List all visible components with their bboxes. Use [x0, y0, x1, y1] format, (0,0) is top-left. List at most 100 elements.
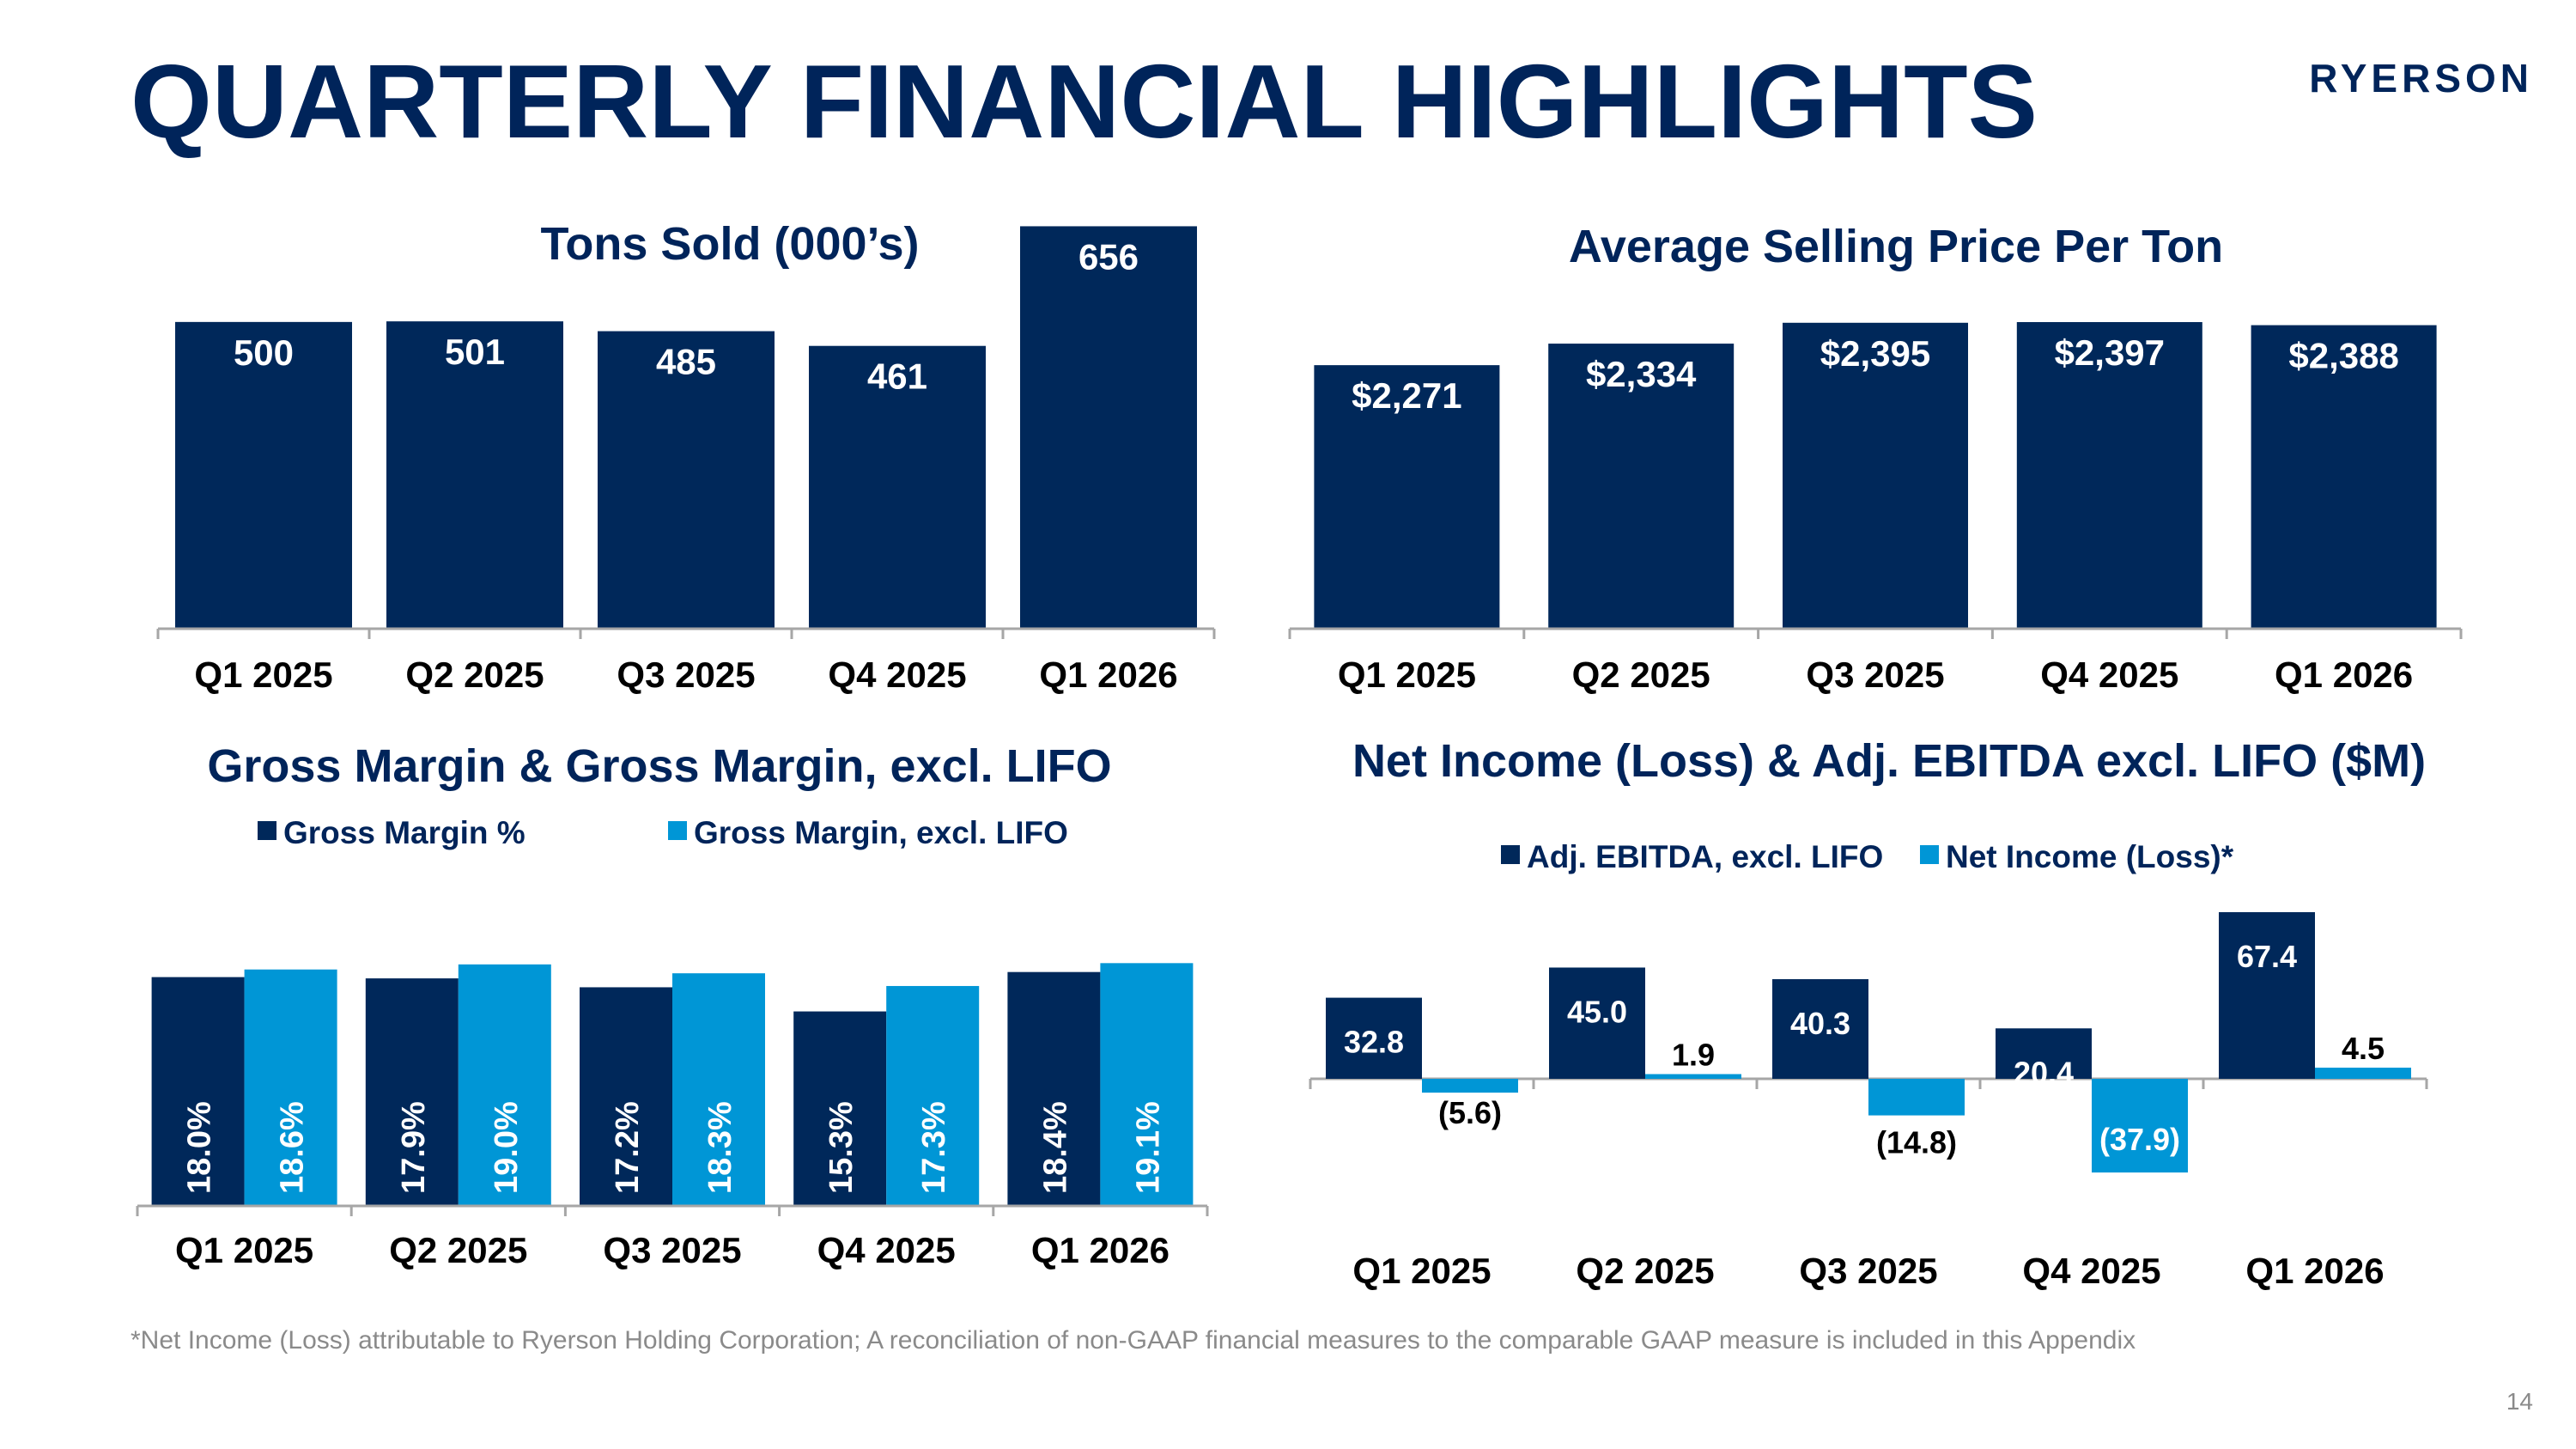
x-tick-label: Q2 2025 — [389, 1230, 527, 1270]
bar — [598, 331, 775, 629]
data-label: 485 — [656, 342, 716, 382]
bar — [1549, 967, 1645, 1079]
bar — [1772, 979, 1868, 1079]
bar — [1783, 322, 1968, 629]
bar — [175, 321, 352, 629]
bar — [580, 987, 672, 1206]
bar — [672, 973, 765, 1206]
data-label: $2,271 — [1352, 375, 1461, 416]
tons-sold-chart: Tons Sold (000’s) 500 501 485 461 656 Q1 2025 Q… — [156, 218, 1216, 695]
x-tick-label: Q3 2025 — [617, 654, 755, 695]
data-label: 18.4% — [1037, 1101, 1073, 1194]
x-tick-label: Q2 2025 — [1572, 654, 1710, 695]
x-tick-label: Q3 2025 — [1799, 1251, 1937, 1291]
legend-swatch — [668, 821, 687, 840]
data-label: 18.3% — [702, 1101, 738, 1194]
data-label: 18.0% — [182, 1101, 218, 1194]
x-tick-label: Q1 2026 — [2275, 654, 2413, 695]
data-label: 19.1% — [1130, 1101, 1166, 1194]
bar — [809, 345, 986, 629]
legend-swatch — [258, 821, 276, 840]
legend-label: Adj. EBITDA, excl. LIFO — [1527, 839, 1883, 874]
bar — [365, 978, 459, 1206]
bar — [1548, 344, 1735, 629]
data-label: 1.9 — [1672, 1038, 1715, 1073]
bar — [1326, 997, 1422, 1079]
bar — [1996, 1028, 2092, 1079]
chart-title: Gross Margin & Gross Margin, excl. LIFO — [207, 740, 1111, 792]
data-label: (37.9) — [2099, 1122, 2180, 1157]
x-tick-label: Q4 2025 — [2022, 1251, 2160, 1291]
data-label: 15.3% — [823, 1101, 860, 1194]
bar — [2016, 321, 2202, 629]
x-tick-label: Q4 2025 — [828, 654, 966, 695]
bar — [1868, 1079, 1965, 1116]
data-label: 4.5 — [2342, 1031, 2385, 1066]
legend-swatch — [1501, 845, 1520, 864]
data-label: 17.3% — [916, 1101, 952, 1194]
bar — [458, 964, 551, 1206]
data-label: 17.9% — [396, 1101, 432, 1194]
bar — [151, 977, 245, 1206]
data-label: 501 — [445, 332, 505, 372]
legend-label: Gross Margin, excl. LIFO — [694, 815, 1068, 850]
x-tick-label: Q4 2025 — [2040, 654, 2178, 695]
data-label: 67.4 — [2237, 939, 2297, 974]
x-tick-label: Q1 2026 — [2245, 1251, 2384, 1291]
data-label: $2,388 — [2288, 336, 2398, 376]
x-tick-label: Q2 2025 — [405, 654, 544, 695]
data-label: 17.2% — [610, 1101, 646, 1194]
ryerson-logo: RYERSON — [2309, 56, 2533, 100]
footnote: *Net Income (Loss) attributable to Ryers… — [131, 1326, 2136, 1355]
x-tick-label: Q1 2025 — [1352, 1251, 1491, 1291]
x-tick-label: Q2 2025 — [1576, 1251, 1714, 1291]
bar — [2092, 1079, 2188, 1173]
data-label: 40.3 — [1790, 1006, 1850, 1041]
data-label: 18.6% — [275, 1101, 311, 1194]
chart-title: Net Income (Loss) & Adj. EBITDA excl. LI… — [1352, 735, 2426, 787]
legend-swatch — [1920, 845, 1939, 864]
data-label: $2,397 — [2055, 332, 2165, 373]
bar — [1100, 963, 1194, 1206]
bar — [386, 321, 563, 629]
data-label: 656 — [1078, 236, 1139, 277]
data-label: 19.0% — [489, 1101, 525, 1194]
data-label: 20.4 — [2014, 1055, 2074, 1090]
data-label: 500 — [234, 332, 294, 373]
bar — [1314, 365, 1500, 629]
bar — [1645, 1074, 1741, 1079]
data-label: $2,334 — [1586, 354, 1697, 394]
bar — [886, 985, 980, 1206]
gross-margin-chart: Gross Margin & Gross Margin, excl. LIFO G… — [136, 740, 1209, 1270]
data-label: 45.0 — [1567, 994, 1627, 1029]
x-tick-label: Q1 2025 — [194, 654, 332, 695]
x-tick-label: Q4 2025 — [817, 1230, 956, 1270]
bar — [1422, 1079, 1518, 1093]
chart-title: Tons Sold (000’s) — [540, 218, 919, 270]
page-title: QUARTERLY FINANCIAL HIGHLIGHTS — [131, 43, 2038, 160]
net-income-ebitda-chart: Net Income (Loss) & Adj. EBITDA excl. LI… — [1309, 735, 2428, 1291]
bar — [2219, 912, 2315, 1079]
legend-label: Net Income (Loss)* — [1946, 839, 2234, 874]
data-label: $2,395 — [1820, 333, 1930, 374]
bar — [2315, 1068, 2411, 1079]
x-tick-label: Q1 2025 — [1338, 654, 1476, 695]
bar — [244, 969, 337, 1206]
data-label: 461 — [867, 356, 927, 397]
data-label: (5.6) — [1438, 1095, 1502, 1130]
x-tick-label: Q1 2025 — [175, 1230, 313, 1270]
x-tick-label: Q3 2025 — [603, 1230, 741, 1270]
chart-title: Average Selling Price Per Ton — [1569, 221, 2223, 272]
x-tick-label: Q3 2025 — [1806, 654, 1944, 695]
x-tick-label: Q1 2026 — [1031, 1230, 1170, 1270]
bar — [1020, 226, 1197, 629]
data-label: (14.8) — [1876, 1125, 1957, 1160]
avg-price-chart: Average Selling Price Per Ton $2,271 $2,33… — [1288, 221, 2463, 695]
legend-label: Gross Margin % — [283, 815, 526, 850]
data-label: 32.8 — [1344, 1025, 1404, 1060]
bar — [2251, 325, 2437, 629]
page-number: 14 — [2506, 1388, 2533, 1415]
bar — [1007, 971, 1101, 1206]
x-tick-label: Q1 2026 — [1039, 654, 1177, 695]
bar — [793, 1011, 887, 1206]
